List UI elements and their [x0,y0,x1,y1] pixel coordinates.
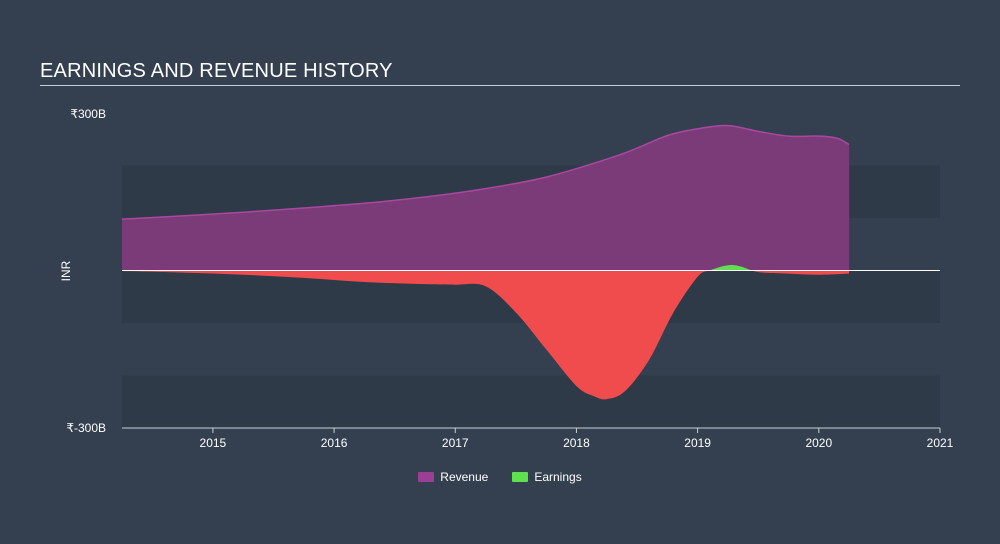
series-areas [121,124,850,400]
series-area-earnings-negative [122,270,850,400]
y-tick-label-bottom: ₹-300B [66,421,106,435]
y-axis-label: INR [59,260,73,281]
y-tick-label-top: ₹300B [70,107,106,121]
chart-title: EARNINGS AND REVENUE HISTORY [40,60,393,82]
title-divider [40,85,960,86]
legend-label-earnings: Earnings [534,470,582,484]
legend-swatch-revenue [418,472,435,482]
x-tick-label: 2016 [321,436,348,450]
x-axis-ticks: 2015 2016 2017 2018 2019 2020 2021 [200,428,954,450]
x-tick-label: 2017 [442,436,469,450]
legend-swatch-earnings [512,472,529,482]
legend-item-revenue[interactable]: Revenue [418,470,488,484]
x-tick-label: 2018 [563,436,590,450]
x-tick-label: 2020 [805,436,832,450]
legend: Revenue Earnings [0,470,1000,484]
x-tick-label: 2021 [927,436,954,450]
series-area-revenue [122,125,850,271]
x-tick-label: 2019 [684,436,711,450]
grid-band [122,323,940,376]
grid-band [122,375,940,428]
legend-item-earnings[interactable]: Earnings [512,470,582,484]
legend-label-revenue: Revenue [440,470,489,484]
x-tick-label: 2015 [200,436,227,450]
series-line-revenue [121,124,850,220]
